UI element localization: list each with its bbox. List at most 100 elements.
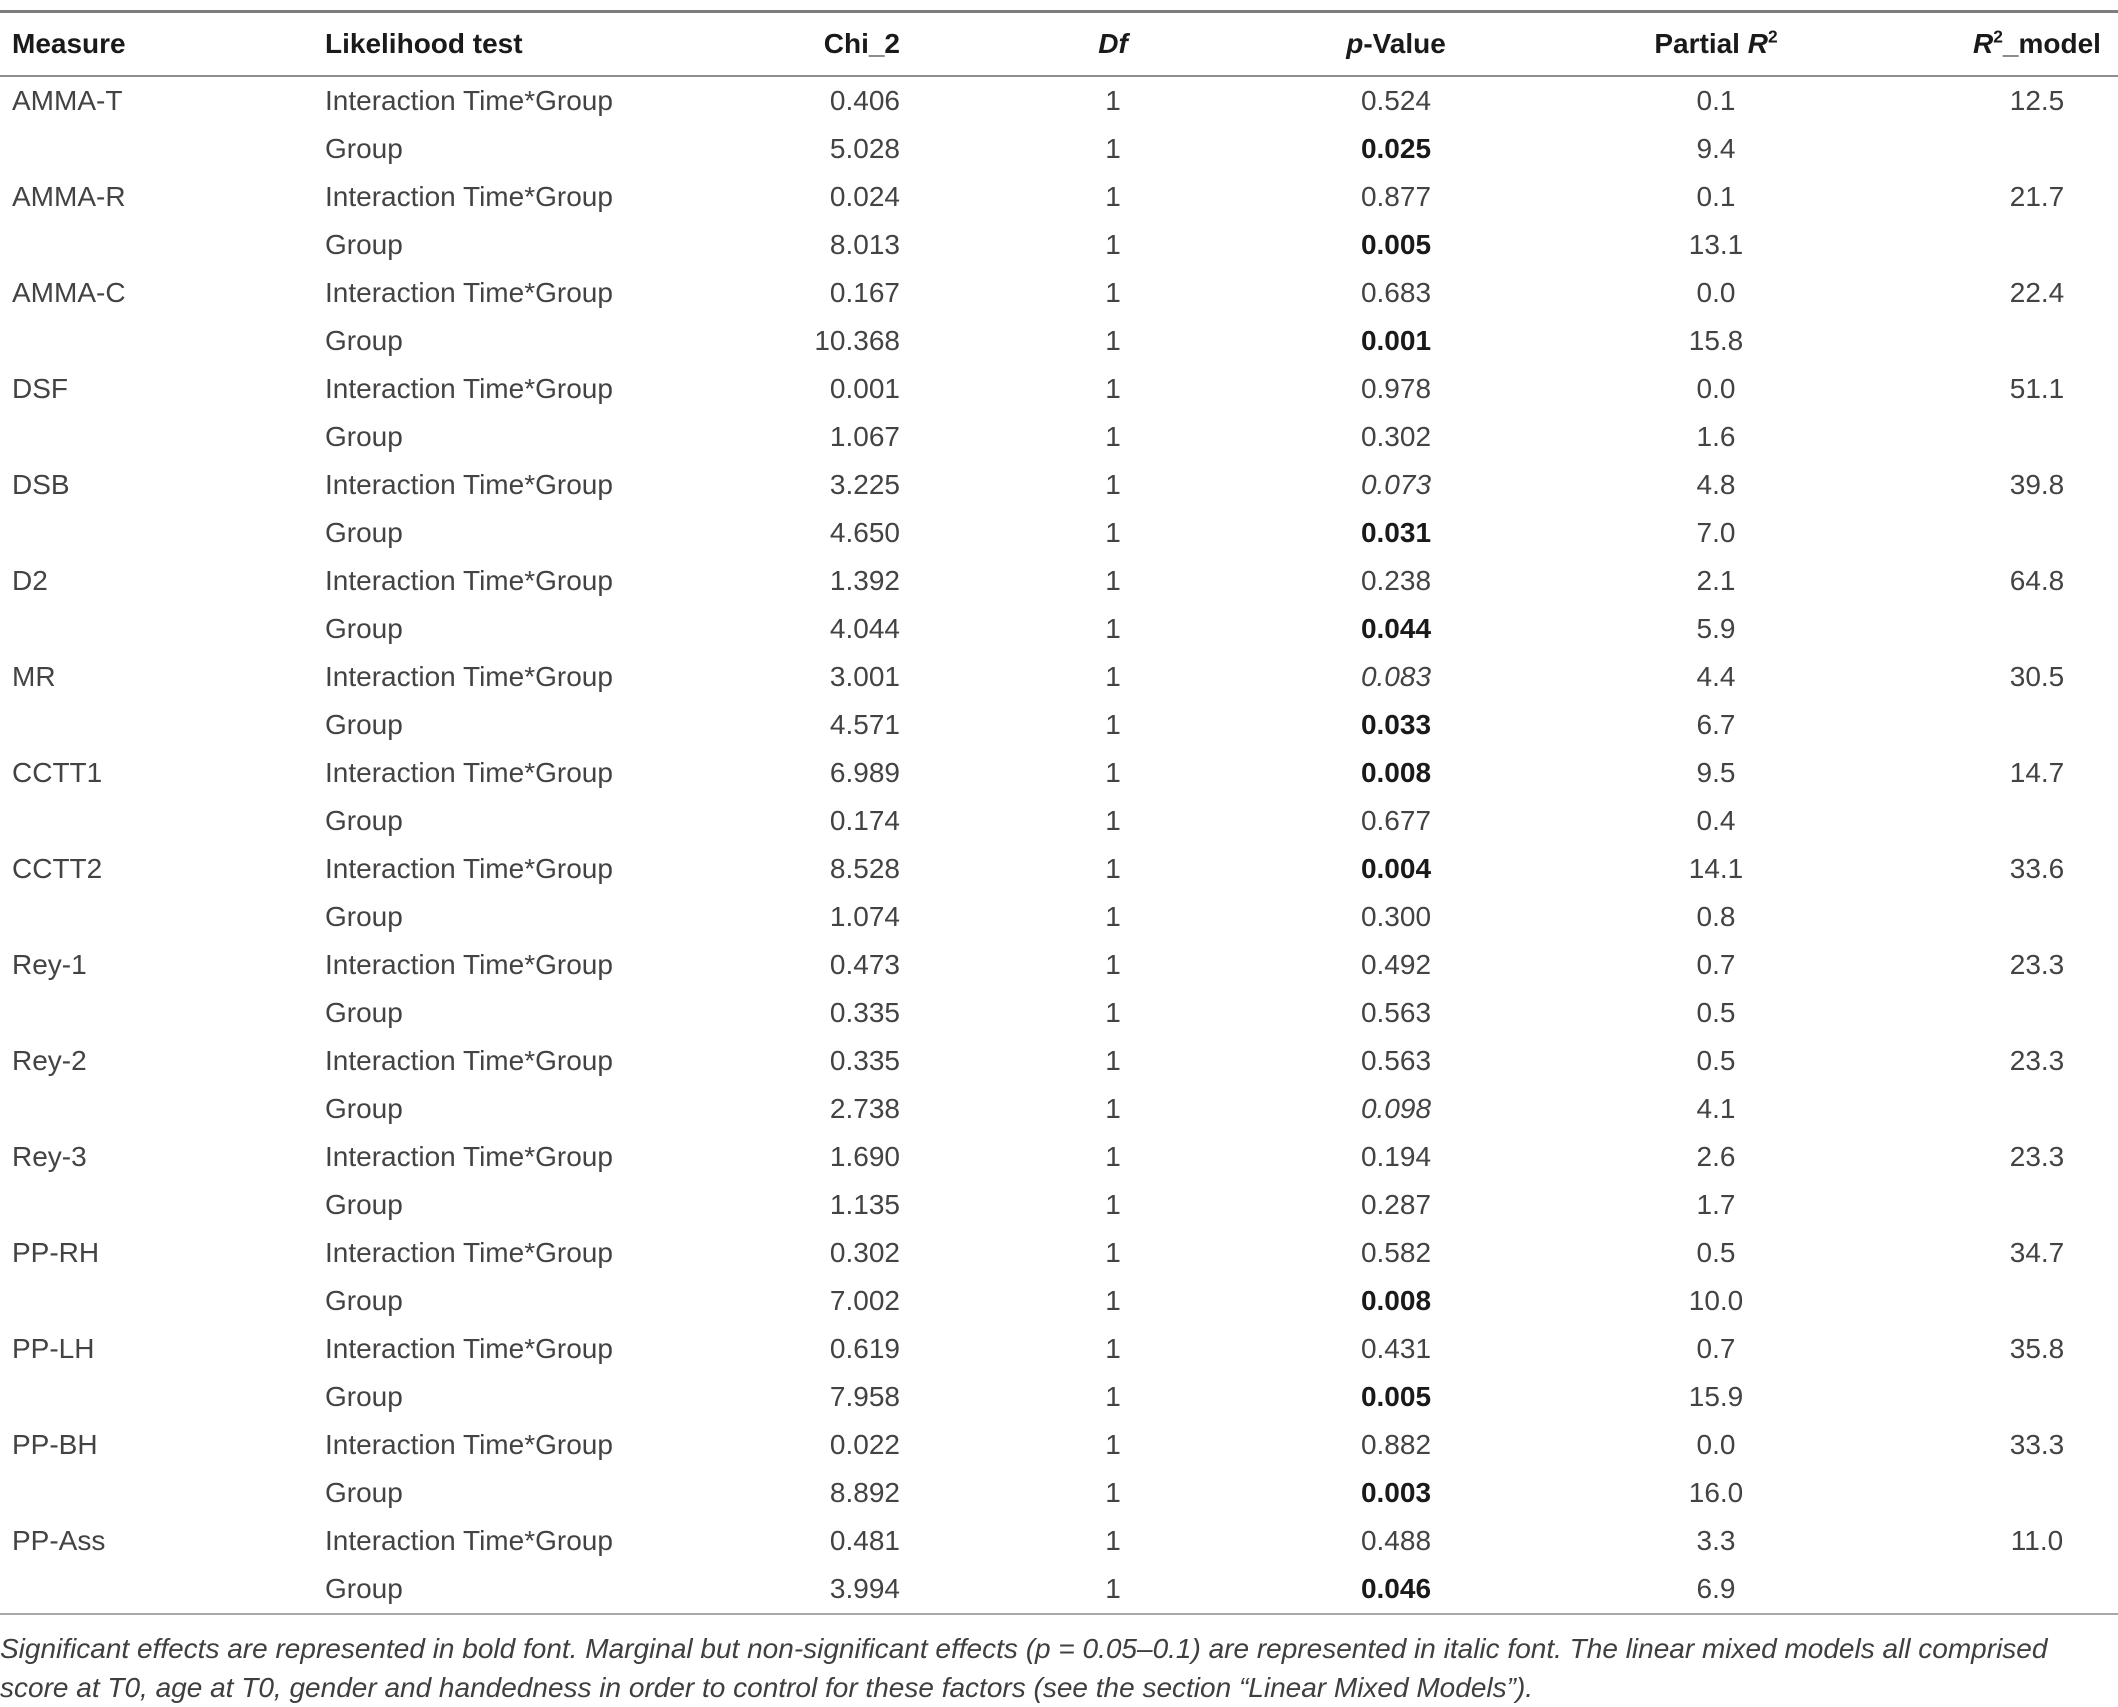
cell-likelihood-test: Group [325,1189,403,1220]
cell-partial-r2: 0.0 [1696,373,1736,404]
cell-p-value: 0.008 [1360,1285,1432,1316]
cell-partial-r2: 4.8 [1696,469,1736,500]
cell-r2-model: 33.6 [2009,853,2065,884]
table-row: CCTT1 Interaction Time*Group 6.989 1 0.008 9.… [0,749,2118,797]
cell-r2-model [1956,1565,2118,1613]
table-row: PP-RH Interaction Time*Group 0.302 1 0.582 0.… [0,1229,2118,1277]
cell-df: 1 [1105,181,1121,212]
cell-p-value: 0.005 [1360,229,1432,260]
cell-p-value: 0.563 [1360,997,1432,1028]
table-row: AMMA-R Interaction Time*Group 0.024 1 0.877 0… [0,173,2118,221]
cell-p-value: 0.073 [1360,469,1432,500]
cell-r2-model [1956,1469,2118,1517]
cell-p-value: 0.031 [1360,517,1432,548]
cell-p-value: 0.492 [1360,949,1432,980]
cell-measure: AMMA-C [12,277,126,308]
cell-partial-r2: 2.6 [1696,1141,1736,1172]
cell-r2-model: 22.4 [2009,277,2065,308]
table-row: AMMA-T Interaction Time*Group 0.406 1 0.524 0… [0,76,2118,125]
cell-likelihood-test: Group [325,421,403,452]
cell-likelihood-test: Interaction Time*Group [325,565,613,596]
cell-measure [0,1277,325,1325]
col-header-measure: Measure [0,11,325,77]
cell-likelihood-test: Interaction Time*Group [325,1141,613,1172]
cell-likelihood-test: Group [325,901,403,932]
cell-likelihood-test: Interaction Time*Group [325,1237,613,1268]
cell-partial-r2: 0.5 [1696,1237,1736,1268]
cell-df: 1 [1105,1525,1121,1556]
cell-r2-model: 23.3 [2009,1045,2065,1076]
cell-p-value: 0.882 [1360,1429,1432,1460]
cell-chi2: 0.619 [829,1333,900,1364]
header-row: Measure Likelihood test Chi_2 Df p-Value… [0,11,2118,77]
cell-partial-r2: 0.0 [1696,1429,1736,1460]
cell-likelihood-test: Interaction Time*Group [325,277,613,308]
table-row: Group 8.013 1 0.005 13.1 [0,221,2118,269]
cell-r2-model: 39.8 [2009,469,2065,500]
cell-partial-r2: 0.5 [1696,997,1736,1028]
cell-df: 1 [1105,757,1121,788]
table-row: AMMA-C Interaction Time*Group 0.167 1 0.683 0… [0,269,2118,317]
cell-measure [0,893,325,941]
cell-chi2: 7.958 [829,1381,900,1412]
cell-chi2: 1.135 [829,1189,900,1220]
col-header-p-value: p-Value [1316,11,1476,77]
table-row: Group 1.067 1 0.302 1.6 [0,413,2118,461]
cell-measure [0,989,325,1037]
cell-partial-r2: 15.9 [1688,1381,1744,1412]
cell-r2-model [1956,1085,2118,1133]
cell-df: 1 [1105,997,1121,1028]
cell-df: 1 [1105,421,1121,452]
cell-measure [0,125,325,173]
cell-measure [0,605,325,653]
cell-r2-model [1956,605,2118,653]
table-row: DSF Interaction Time*Group 0.001 1 0.978 0.0 5… [0,365,2118,413]
cell-p-value: 0.302 [1360,421,1432,452]
cell-r2-model: 64.8 [2009,565,2065,596]
cell-r2-model [1956,221,2118,269]
cell-r2-model: 35.8 [2009,1333,2065,1364]
cell-chi2: 10.368 [814,325,900,356]
table-footnote: Significant effects are represented in b… [0,1613,2118,1707]
cell-p-value: 0.683 [1360,277,1432,308]
cell-measure [0,509,325,557]
cell-r2-model [1956,317,2118,365]
cell-r2-model [1956,797,2118,845]
cell-r2-model [1956,701,2118,749]
cell-p-value: 0.044 [1360,613,1432,644]
cell-measure [0,797,325,845]
cell-p-value: 0.582 [1360,1237,1432,1268]
cell-partial-r2: 0.5 [1696,1045,1736,1076]
cell-likelihood-test: Interaction Time*Group [325,853,613,884]
cell-r2-model: 33.3 [2009,1429,2065,1460]
cell-chi2: 3.225 [829,469,900,500]
cell-measure [0,1085,325,1133]
cell-partial-r2: 2.1 [1696,565,1736,596]
cell-measure [0,221,325,269]
cell-df: 1 [1105,1477,1121,1508]
cell-p-value: 0.238 [1360,565,1432,596]
col-header-likelihood-test: Likelihood test [325,11,755,77]
cell-measure [0,1181,325,1229]
cell-p-value: 0.033 [1360,709,1432,740]
table-row: Group 5.028 1 0.025 9.4 [0,125,2118,173]
cell-measure: CCTT1 [12,757,103,788]
cell-p-value: 0.524 [1360,85,1432,116]
cell-p-value: 0.431 [1360,1333,1432,1364]
cell-p-value: 0.025 [1360,133,1432,164]
cell-df: 1 [1105,133,1121,164]
cell-r2-model [1956,1373,2118,1421]
cell-p-value: 0.008 [1360,757,1432,788]
cell-partial-r2: 3.3 [1696,1525,1736,1556]
partial-r2-superscript: 2 [1767,26,1778,47]
likelihood-test-results-table: Measure Likelihood test Chi_2 Df p-Value… [0,10,2118,1613]
partial-r2-letter: R [1747,28,1768,59]
cell-likelihood-test: Interaction Time*Group [325,1333,613,1364]
cell-r2-model [1956,893,2118,941]
col-header-r2-model: R2_model [1956,11,2118,77]
r2-model-letter: R [1973,28,1994,59]
cell-likelihood-test: Group [325,1285,403,1316]
cell-chi2: 0.302 [829,1237,900,1268]
table-row: Group 0.174 1 0.677 0.4 [0,797,2118,845]
